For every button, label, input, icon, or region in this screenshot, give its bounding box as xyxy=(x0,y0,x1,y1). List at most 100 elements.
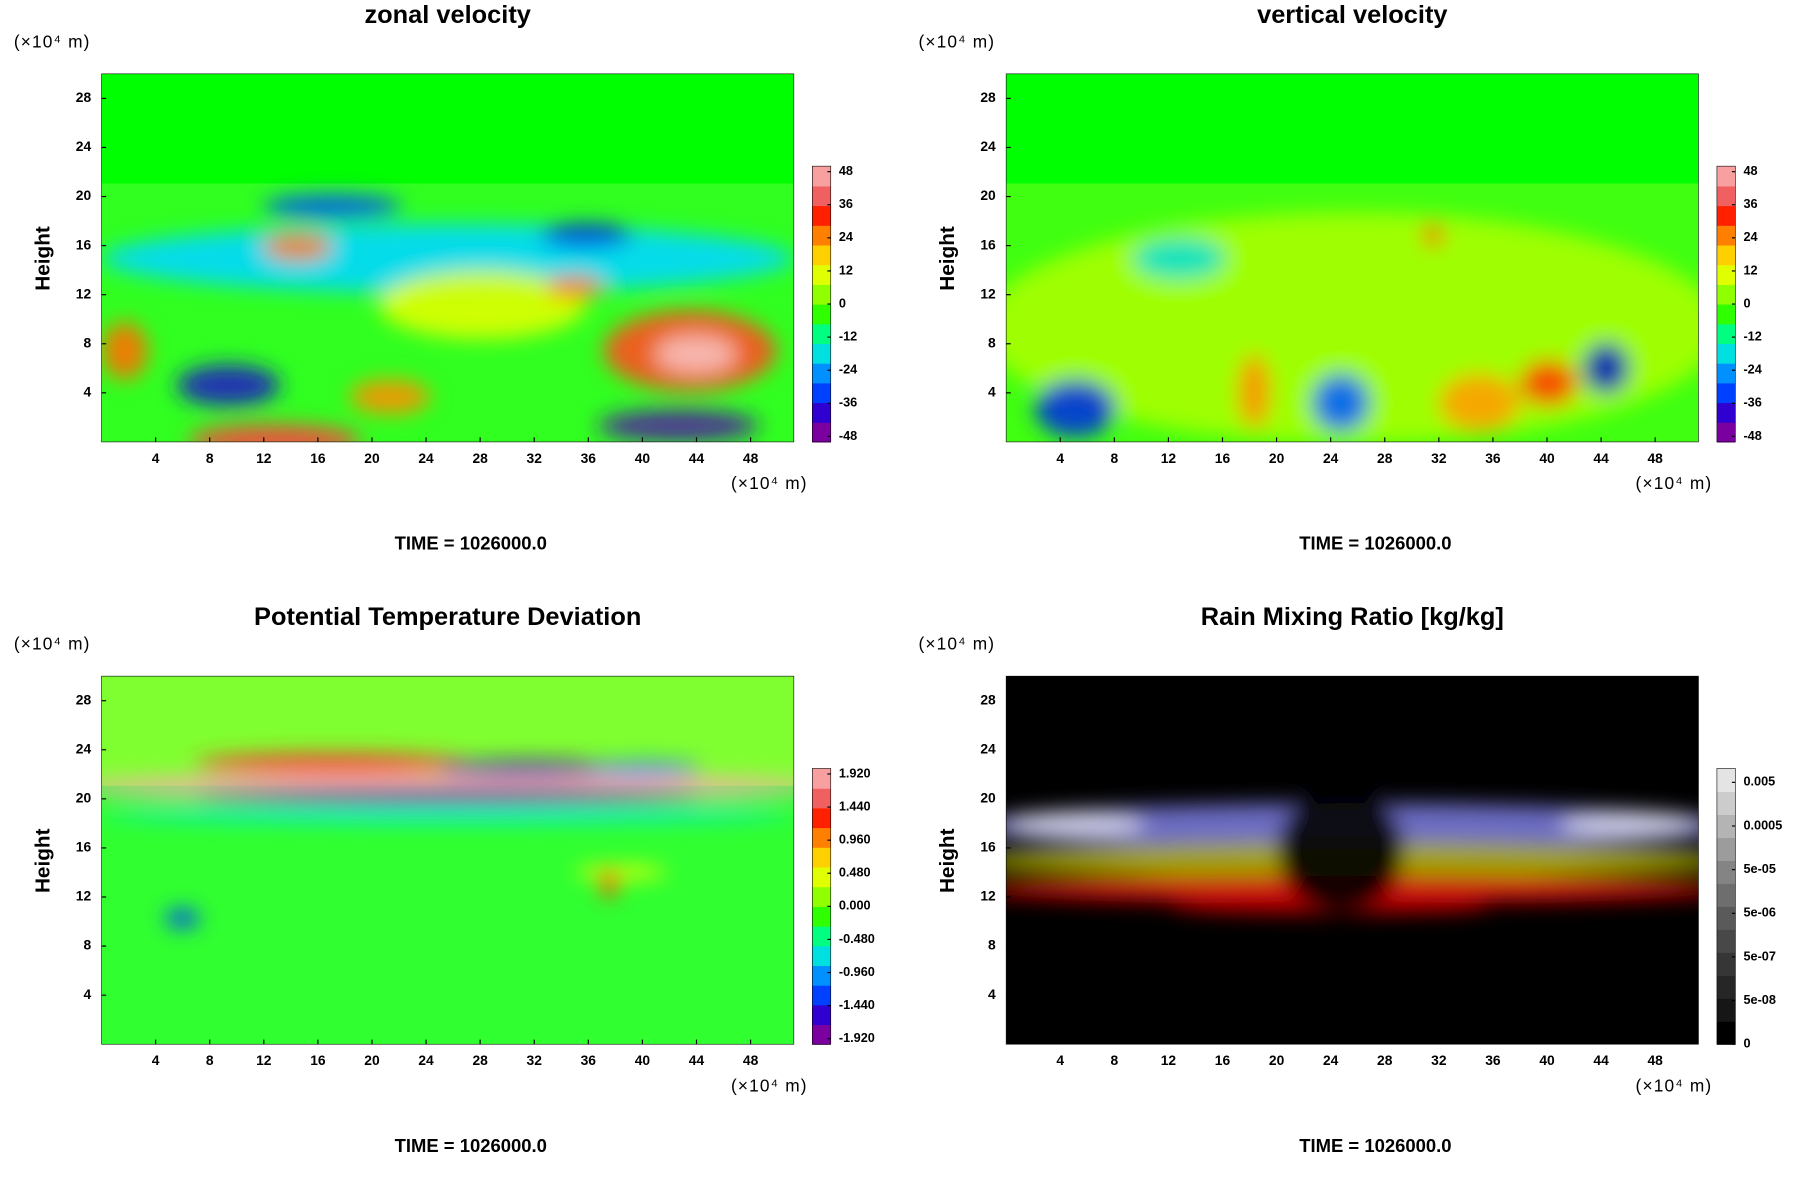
x-tick-label: 16 xyxy=(1215,1052,1231,1068)
colorbar-swatch xyxy=(1716,1021,1736,1045)
x-tick-label: 16 xyxy=(310,450,326,466)
colorbar-swatch xyxy=(812,264,831,285)
x-tick-label: 12 xyxy=(1161,450,1177,466)
y-tick-label: 28 xyxy=(980,691,996,707)
x-tick-label: 24 xyxy=(418,450,434,466)
colorbar-tick-label: 5e-06 xyxy=(1743,906,1775,920)
colorbar-tick-label: 1.440 xyxy=(839,799,871,813)
contour-field xyxy=(101,676,794,1045)
field-blob xyxy=(1035,379,1116,438)
x-tick-label: 24 xyxy=(418,1052,434,1068)
x-tick-label: 4 xyxy=(152,450,160,466)
contour-field xyxy=(101,73,794,442)
colorbar-swatch xyxy=(1716,814,1736,838)
colorbar-tick-label: -48 xyxy=(1743,429,1761,443)
panel: Rain Mixing Ratio [kg/kg] (×10⁴ m) (×10⁴ m… xyxy=(918,603,1782,1156)
field-blob xyxy=(263,233,333,261)
field-blob xyxy=(1311,373,1370,432)
plot-frame xyxy=(1005,675,1699,1045)
x-tick-label: 16 xyxy=(1215,450,1231,466)
field-blob xyxy=(1438,373,1520,432)
x-tick-label: 4 xyxy=(1056,450,1064,466)
colorbar-tick-label: 12 xyxy=(1743,263,1757,277)
field-blob xyxy=(263,195,402,219)
x-tick-label: 12 xyxy=(256,1052,272,1068)
colorbar-tick-label: 0.005 xyxy=(1743,775,1775,789)
y-tick-label: 12 xyxy=(76,888,92,904)
plot-frame xyxy=(1005,73,1699,443)
colorbar-swatch xyxy=(812,323,831,345)
colorbar-swatch xyxy=(812,926,831,947)
colorbar-swatch xyxy=(1716,363,1736,384)
colorbar-swatch xyxy=(812,807,831,829)
field-blob xyxy=(540,223,633,247)
colorbar-tick-label: 0.0005 xyxy=(1743,818,1782,832)
panel: Potential Temperature Deviation (×10⁴ m) (… xyxy=(14,603,875,1156)
colorbar-swatch xyxy=(812,185,831,207)
x-tick-label: 32 xyxy=(527,1052,543,1068)
x-tick-label: 28 xyxy=(1377,450,1393,466)
colorbar-swatch xyxy=(1716,791,1736,816)
plot-frame xyxy=(101,675,795,1045)
y-tick-label: 28 xyxy=(76,89,92,105)
field-blob xyxy=(574,865,667,880)
field-blob xyxy=(1519,360,1578,407)
field-blob xyxy=(1559,812,1699,836)
x-tick-label: 44 xyxy=(1593,1052,1609,1068)
colorbar-tick-label: 0.000 xyxy=(839,899,871,913)
x-tick-label: 20 xyxy=(364,450,380,466)
colorbar-swatch xyxy=(812,985,831,1006)
field-blob xyxy=(1133,237,1226,280)
field-blob xyxy=(101,321,148,380)
colorbar-swatch xyxy=(812,768,831,789)
x-tick-label: 28 xyxy=(472,450,488,466)
x-tick-label: 8 xyxy=(206,450,214,466)
colorbar-swatch xyxy=(1716,225,1736,246)
x-tick-label: 8 xyxy=(1110,450,1118,466)
field-blob xyxy=(176,364,281,407)
colorbar-swatch xyxy=(812,906,831,927)
y-tick-label: 12 xyxy=(980,888,996,904)
panel: zonal velocity (×10⁴ m) (×10⁴ m) Height TIME… xyxy=(14,1,857,554)
colorbar-swatch xyxy=(812,225,831,246)
colorbar-swatch xyxy=(1716,952,1736,976)
colorbar-tick-label: 1.920 xyxy=(839,766,871,780)
x-tick-label: 40 xyxy=(635,450,651,466)
colorbar-tick-label: 5e-08 xyxy=(1743,993,1775,1007)
field-top xyxy=(1006,73,1699,184)
colorbar-swatch xyxy=(1716,860,1736,884)
time-label: TIME = 1026000.0 xyxy=(1299,532,1451,553)
field-blob xyxy=(1238,354,1271,429)
colorbar-swatch xyxy=(1716,998,1736,1022)
colorbar-tick-label: 48 xyxy=(1743,164,1757,178)
field-blob xyxy=(165,909,200,928)
x-tick-label: 36 xyxy=(1485,1052,1501,1068)
contour-field xyxy=(1006,676,1699,1045)
colorbar-tick-label: -24 xyxy=(839,363,857,377)
colorbar-tick-label: 36 xyxy=(839,197,853,211)
y-axis-label: Height xyxy=(936,226,959,291)
colorbar-swatch xyxy=(812,965,831,986)
x-tick-label: 36 xyxy=(581,1052,597,1068)
field-blob xyxy=(193,753,471,775)
field-blob xyxy=(597,409,760,442)
colorbar-tick-label: 0.960 xyxy=(839,833,871,847)
colorbar-swatch xyxy=(812,343,831,364)
colorbar-swatch xyxy=(1716,304,1736,325)
colorbar-tick-label: 0 xyxy=(1743,1037,1750,1051)
y-tick-label: 16 xyxy=(76,839,92,855)
colorbar-swatch xyxy=(1716,284,1736,305)
field-blob xyxy=(1423,223,1443,247)
time-label: TIME = 1026000.0 xyxy=(395,1135,547,1156)
colorbar-tick-label: 5e-07 xyxy=(1743,949,1775,963)
y-tick-label: 16 xyxy=(980,236,996,252)
x-tick-label: 36 xyxy=(1485,450,1501,466)
y-tick-label: 12 xyxy=(76,285,92,301)
x-tick-label: 12 xyxy=(1161,1052,1177,1068)
x-tick-label: 32 xyxy=(527,450,543,466)
colorbar-swatch xyxy=(1716,323,1736,345)
y-tick-label: 20 xyxy=(76,187,92,203)
colorbar-swatch xyxy=(1716,166,1736,187)
colorbar-tick-label: -36 xyxy=(839,396,857,410)
